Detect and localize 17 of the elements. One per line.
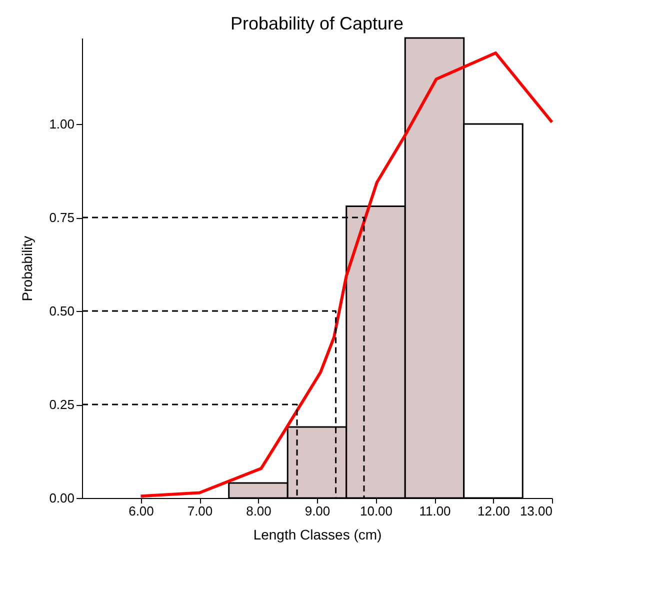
x-axis-title: Length Classes (cm) [253, 526, 382, 542]
y-axis-title: Probability [19, 236, 36, 302]
y-tick-label: 0.00 [49, 490, 74, 506]
x-tick-label: 11.00 [419, 504, 451, 518]
x-tick-label: 13.00 [520, 504, 552, 518]
y-tick-label: 0.75 [49, 210, 74, 226]
y-tick-label: 0.50 [49, 304, 74, 319]
y-tick-label: 1.00 [49, 116, 74, 132]
x-tick-label: 10.00 [360, 504, 393, 518]
x-tick-label: 7.00 [187, 504, 213, 518]
chart-title: Probability of Capture [230, 13, 404, 34]
x-tick-label: 12.00 [477, 504, 510, 518]
y-tick-label: 0.25 [49, 397, 74, 412]
x-tick-label: 9.00 [304, 504, 330, 518]
x-tick-label: 6.00 [128, 504, 154, 518]
line-series [139, 51, 554, 498]
x-tick-label: 8.00 [246, 504, 272, 518]
